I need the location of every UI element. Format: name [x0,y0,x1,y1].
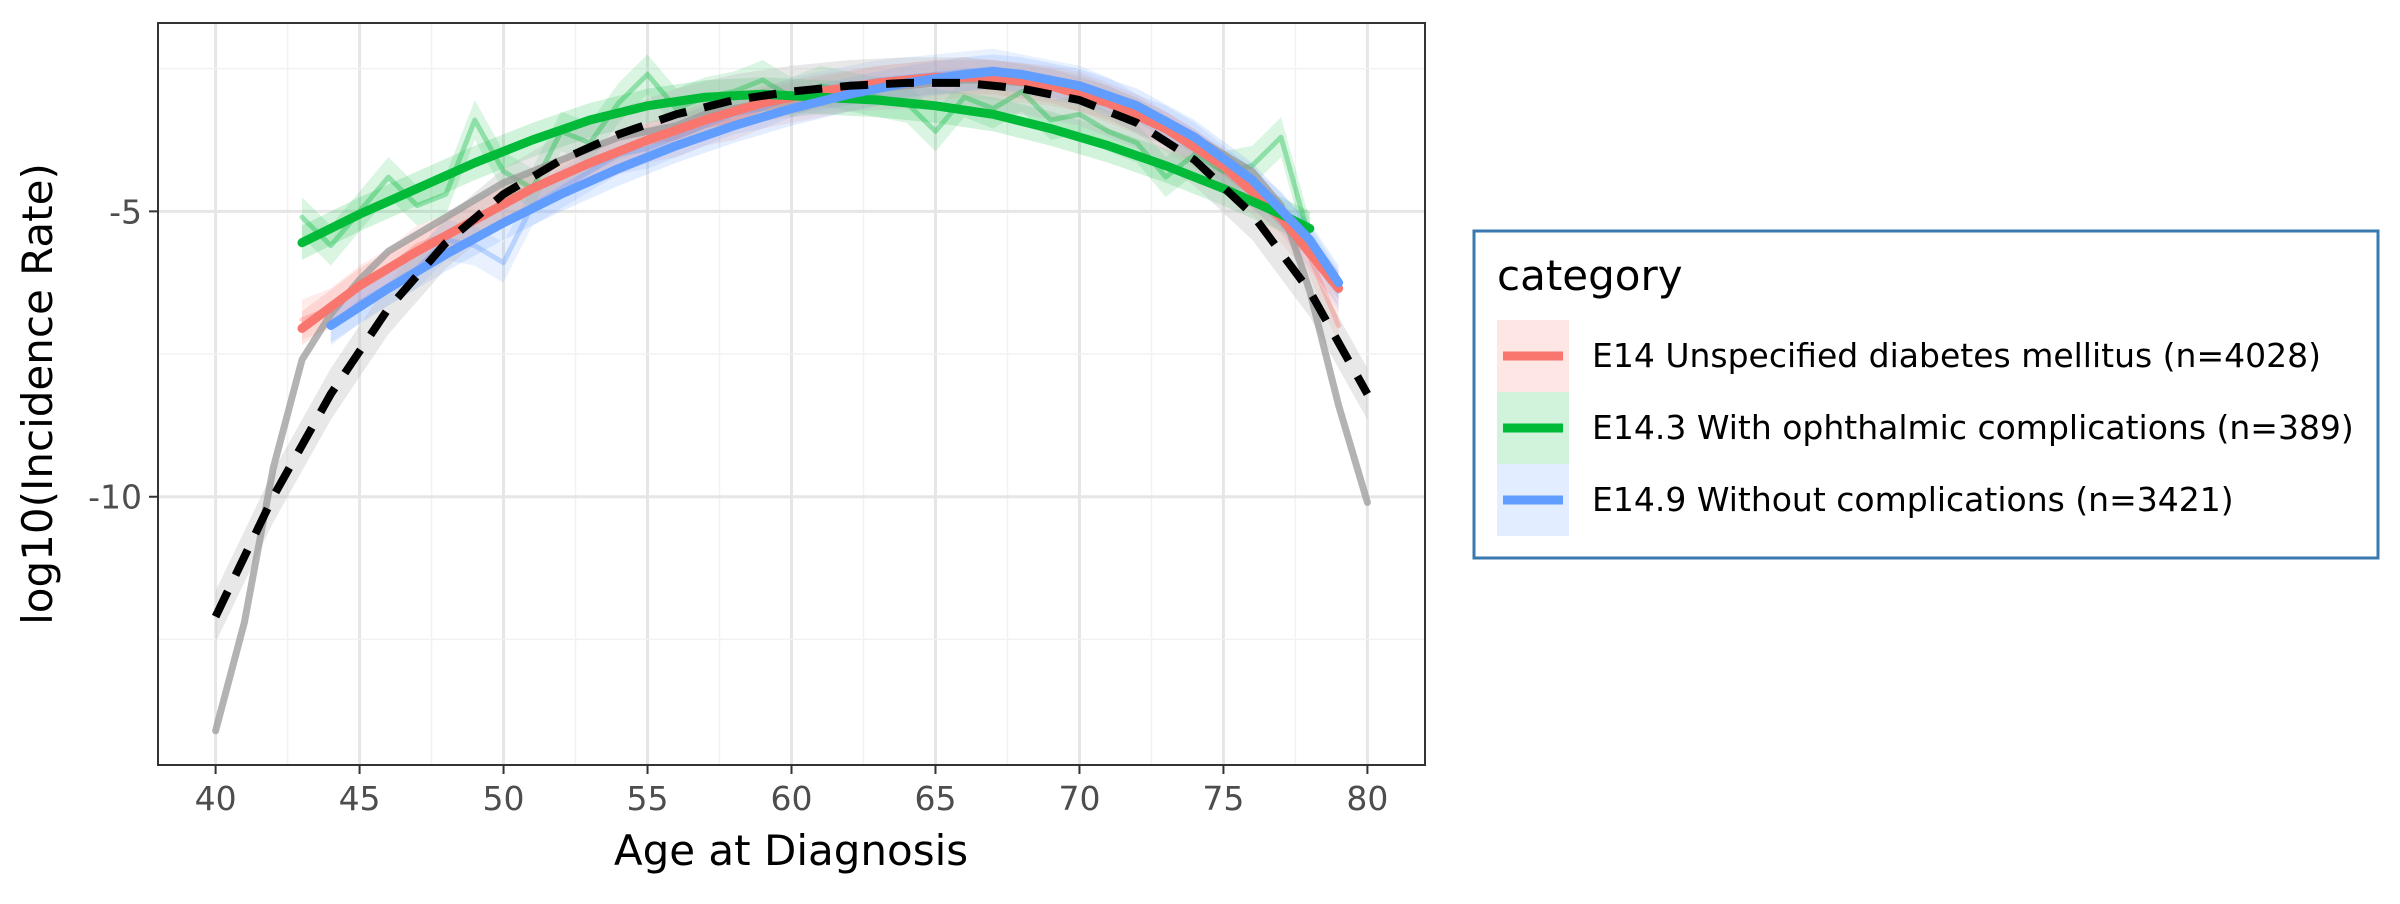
x-tick-label: 55 [627,779,669,818]
series-lines [211,66,1371,735]
ribbon-observed [330,48,1339,346]
x-tick-label: 60 [771,779,813,818]
legend: category E14 Unspecified diabetes mellit… [1472,229,2380,560]
x-tick-label: 80 [1346,779,1388,818]
x-tick-label: 70 [1058,779,1100,818]
ribbon-observed [302,54,1310,266]
ribbon-fitted [330,54,1339,343]
x-tick-label: 40 [195,779,237,818]
series-line-pooled-fitted [211,78,1371,619]
legend-entry-label: E14 Unspecified diabetes mellitus (n=402… [1592,336,2321,375]
x-tick-label: 45 [339,779,381,818]
y-axis-title: log10(Incidence Rate) [13,163,62,625]
ribbon-fitted [302,77,1310,260]
x-tick-label: 75 [1202,779,1244,818]
legend-box [1472,229,2380,560]
x-tick-label: 50 [483,779,525,818]
y-tick-label: -5 [109,192,142,231]
series-line-fitted [326,67,1344,330]
x-tick-label: 65 [914,779,956,818]
legend-entry-label: E14.9 Without complications (n=3421) [1592,480,2234,519]
legend-title: category [1497,251,1683,300]
legend-entry-label: E14.3 With ophthalmic complications (n=3… [1592,408,2354,447]
axes: 40 45 50 55 60 65 70 75 80 -5 -10 [88,192,1388,818]
y-tick-label: -10 [88,478,142,517]
x-axis-title: Age at Diagnosis [614,826,968,875]
